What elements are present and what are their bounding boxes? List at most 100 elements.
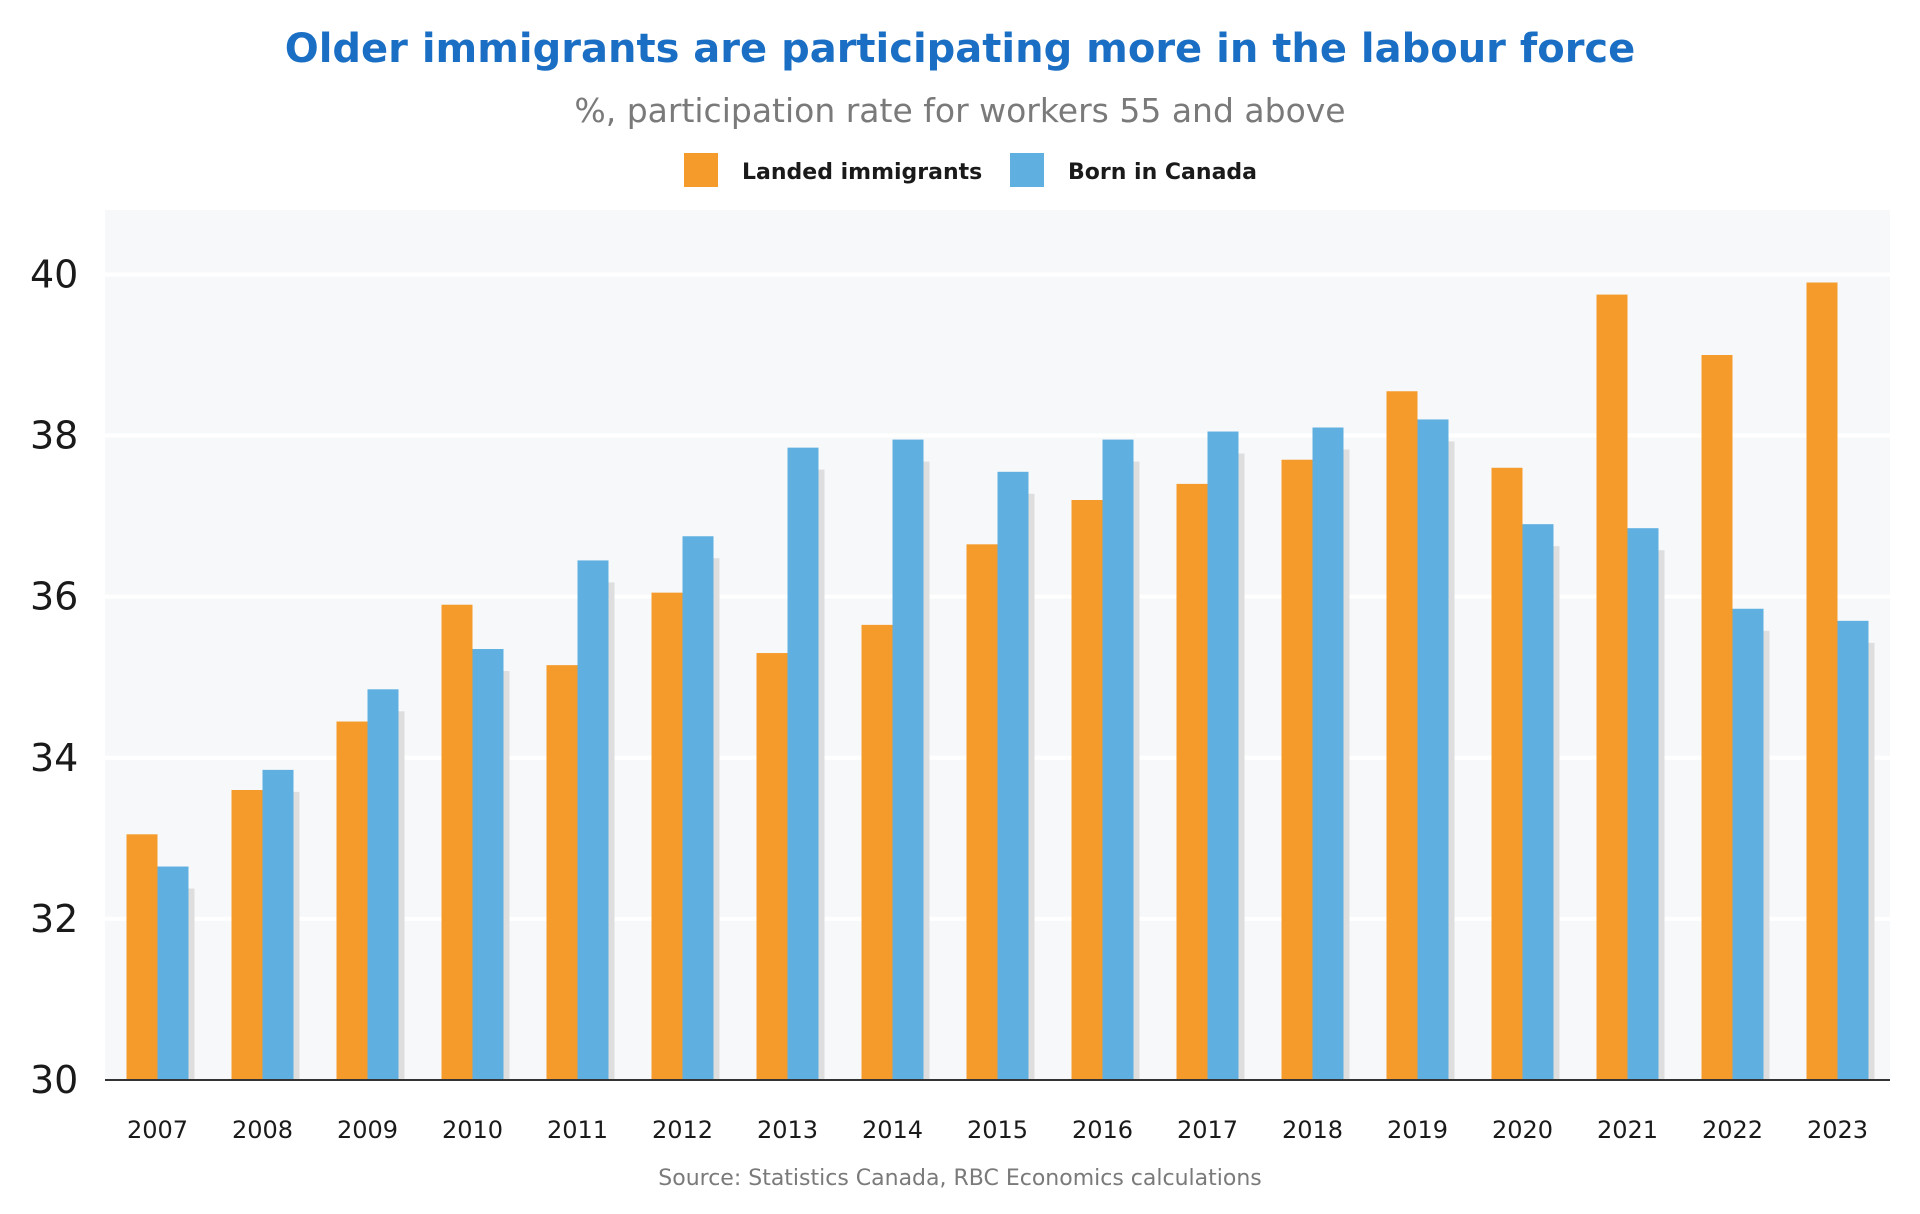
bar-group	[1386, 391, 1455, 1080]
bars	[126, 282, 1875, 1080]
x-tick-label: 2014	[862, 1116, 923, 1144]
bar-born-in-canada	[472, 649, 504, 1080]
bar-landed-immigrants	[651, 592, 683, 1080]
x-tick-label: 2008	[232, 1116, 293, 1144]
chart-title: Older immigrants are participating more …	[285, 26, 1636, 72]
bar-landed-immigrants	[231, 790, 263, 1080]
bar-group	[1491, 467, 1560, 1080]
bar-born-in-canada	[1837, 620, 1869, 1080]
bar-group	[966, 471, 1035, 1080]
y-tick-label: 40	[30, 252, 78, 296]
bar-landed-immigrants	[1281, 459, 1313, 1080]
y-tick-label: 30	[30, 1058, 78, 1102]
bar-shadow	[188, 888, 195, 1080]
bar-born-in-canada	[1522, 524, 1554, 1080]
x-tick-label: 2013	[757, 1116, 818, 1144]
bar-born-in-canada	[262, 769, 294, 1080]
bar-shadow	[503, 671, 510, 1080]
bar-born-in-canada	[577, 560, 609, 1080]
bar-born-in-canada	[1312, 427, 1344, 1080]
bar-shadow	[1028, 493, 1035, 1080]
x-axis-ticks: 2007 2008 2009 2010 2011 2012 2013 2014 2015 2016…	[127, 1116, 1868, 1144]
bar-group	[126, 834, 195, 1080]
y-tick-label: 38	[30, 414, 78, 458]
bar-landed-immigrants	[1386, 391, 1418, 1080]
x-tick-label: 2011	[547, 1116, 608, 1144]
bar-shadow	[1553, 546, 1560, 1080]
bar-landed-immigrants	[126, 834, 158, 1080]
bar-born-in-canada	[787, 447, 819, 1080]
bar-shadow	[293, 791, 300, 1080]
y-axis-ticks: 30 32 34 36 38 40	[30, 252, 78, 1102]
bar-landed-immigrants	[1491, 467, 1523, 1080]
bar-landed-immigrants	[441, 604, 473, 1080]
bar-born-in-canada	[682, 536, 714, 1080]
legend-swatch-born-in-canada	[1010, 153, 1044, 187]
bar-landed-immigrants	[1596, 294, 1628, 1080]
bar-group	[1071, 439, 1140, 1080]
x-tick-label: 2020	[1492, 1116, 1553, 1144]
x-tick-label: 2018	[1282, 1116, 1343, 1144]
legend-label-landed-immigrants: Landed immigrants	[742, 160, 982, 185]
bar-shadow	[608, 582, 615, 1080]
bar-born-in-canada	[892, 439, 924, 1080]
bar-group	[756, 447, 825, 1080]
bar-group	[861, 439, 930, 1080]
bar-born-in-canada	[367, 689, 399, 1080]
bar-landed-immigrants	[756, 653, 788, 1080]
x-tick-label: 2007	[127, 1116, 188, 1144]
legend: Landed immigrants Born in Canada	[684, 153, 1257, 187]
bar-shadow	[1343, 449, 1350, 1080]
bar-group	[1806, 282, 1875, 1080]
x-tick-label: 2015	[967, 1116, 1028, 1144]
bar-group	[441, 604, 510, 1080]
bar-shadow	[1763, 630, 1770, 1080]
bar-born-in-canada	[1627, 528, 1659, 1080]
source-note: Source: Statistics Canada, RBC Economics…	[658, 1166, 1261, 1191]
legend-label-born-in-canada: Born in Canada	[1068, 160, 1257, 185]
bar-shadow	[713, 558, 720, 1080]
bar-landed-immigrants	[336, 721, 368, 1080]
x-tick-label: 2016	[1072, 1116, 1133, 1144]
bar-born-in-canada	[997, 471, 1029, 1080]
bar-shadow	[1133, 461, 1140, 1080]
x-tick-label: 2021	[1597, 1116, 1658, 1144]
bar-landed-immigrants	[861, 624, 893, 1080]
bar-group	[1281, 427, 1350, 1080]
x-tick-label: 2019	[1387, 1116, 1448, 1144]
y-tick-label: 32	[30, 897, 78, 941]
bar-group	[231, 769, 300, 1080]
y-tick-label: 34	[30, 736, 78, 780]
bar-shadow	[1658, 550, 1665, 1080]
bar-landed-immigrants	[1701, 355, 1733, 1080]
y-tick-label: 36	[30, 575, 78, 619]
x-tick-label: 2010	[442, 1116, 503, 1144]
bar-shadow	[1238, 453, 1245, 1080]
bar-born-in-canada	[1102, 439, 1134, 1080]
bar-group	[1701, 355, 1770, 1080]
x-tick-label: 2022	[1702, 1116, 1763, 1144]
bar-born-in-canada	[157, 866, 189, 1080]
bar-shadow	[398, 711, 405, 1080]
x-tick-label: 2012	[652, 1116, 713, 1144]
bar-shadow	[923, 461, 930, 1080]
bar-born-in-canada	[1207, 431, 1239, 1080]
legend-swatch-landed-immigrants	[684, 153, 718, 187]
bar-shadow	[1868, 642, 1875, 1080]
bar-group	[651, 536, 720, 1080]
bar-landed-immigrants	[546, 665, 578, 1080]
bar-landed-immigrants	[1806, 282, 1838, 1080]
bar-shadow	[818, 469, 825, 1080]
bar-born-in-canada	[1417, 419, 1449, 1080]
bar-born-in-canada	[1732, 608, 1764, 1080]
bar-group	[1596, 294, 1665, 1080]
bar-landed-immigrants	[966, 544, 998, 1080]
bar-group	[1176, 431, 1245, 1080]
chart-subtitle: %, participation rate for workers 55 and…	[574, 91, 1345, 130]
bar-landed-immigrants	[1176, 483, 1208, 1080]
bar-landed-immigrants	[1071, 500, 1103, 1080]
x-tick-label: 2017	[1177, 1116, 1238, 1144]
bar-group	[336, 689, 405, 1080]
